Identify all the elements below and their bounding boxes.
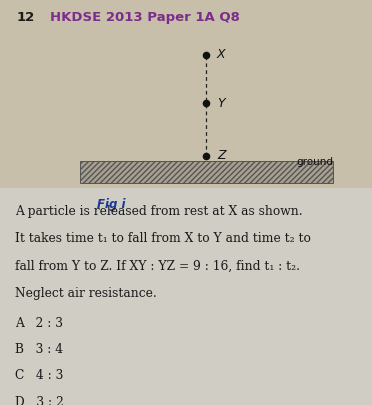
Text: C   4 : 3: C 4 : 3 — [15, 369, 63, 382]
Text: Y: Y — [217, 97, 224, 110]
Text: Z: Z — [217, 149, 225, 162]
Point — [203, 51, 209, 58]
Text: Fig i: Fig i — [97, 198, 125, 211]
Point — [203, 153, 209, 159]
Text: A   2 : 3: A 2 : 3 — [15, 317, 63, 330]
Text: Neglect air resistance.: Neglect air resistance. — [15, 287, 157, 300]
Point — [203, 100, 209, 107]
Text: ground: ground — [296, 157, 333, 167]
Text: It takes time t₁ to fall from X to Y and time t₂ to: It takes time t₁ to fall from X to Y and… — [15, 232, 311, 245]
Text: HKDSE 2013 Paper 1A Q8: HKDSE 2013 Paper 1A Q8 — [50, 11, 240, 24]
Text: fall from Y to Z. If XY : YZ = 9 : 16, find t₁ : t₂.: fall from Y to Z. If XY : YZ = 9 : 16, f… — [15, 260, 300, 273]
Bar — [80, 161, 333, 183]
Bar — [0, 188, 372, 405]
Text: X: X — [217, 48, 225, 61]
Text: 12: 12 — [17, 11, 35, 24]
Text: A particle is released from rest at X as shown.: A particle is released from rest at X as… — [15, 205, 302, 217]
Text: B   3 : 4: B 3 : 4 — [15, 343, 63, 356]
Text: D   3 : 2: D 3 : 2 — [15, 396, 64, 405]
